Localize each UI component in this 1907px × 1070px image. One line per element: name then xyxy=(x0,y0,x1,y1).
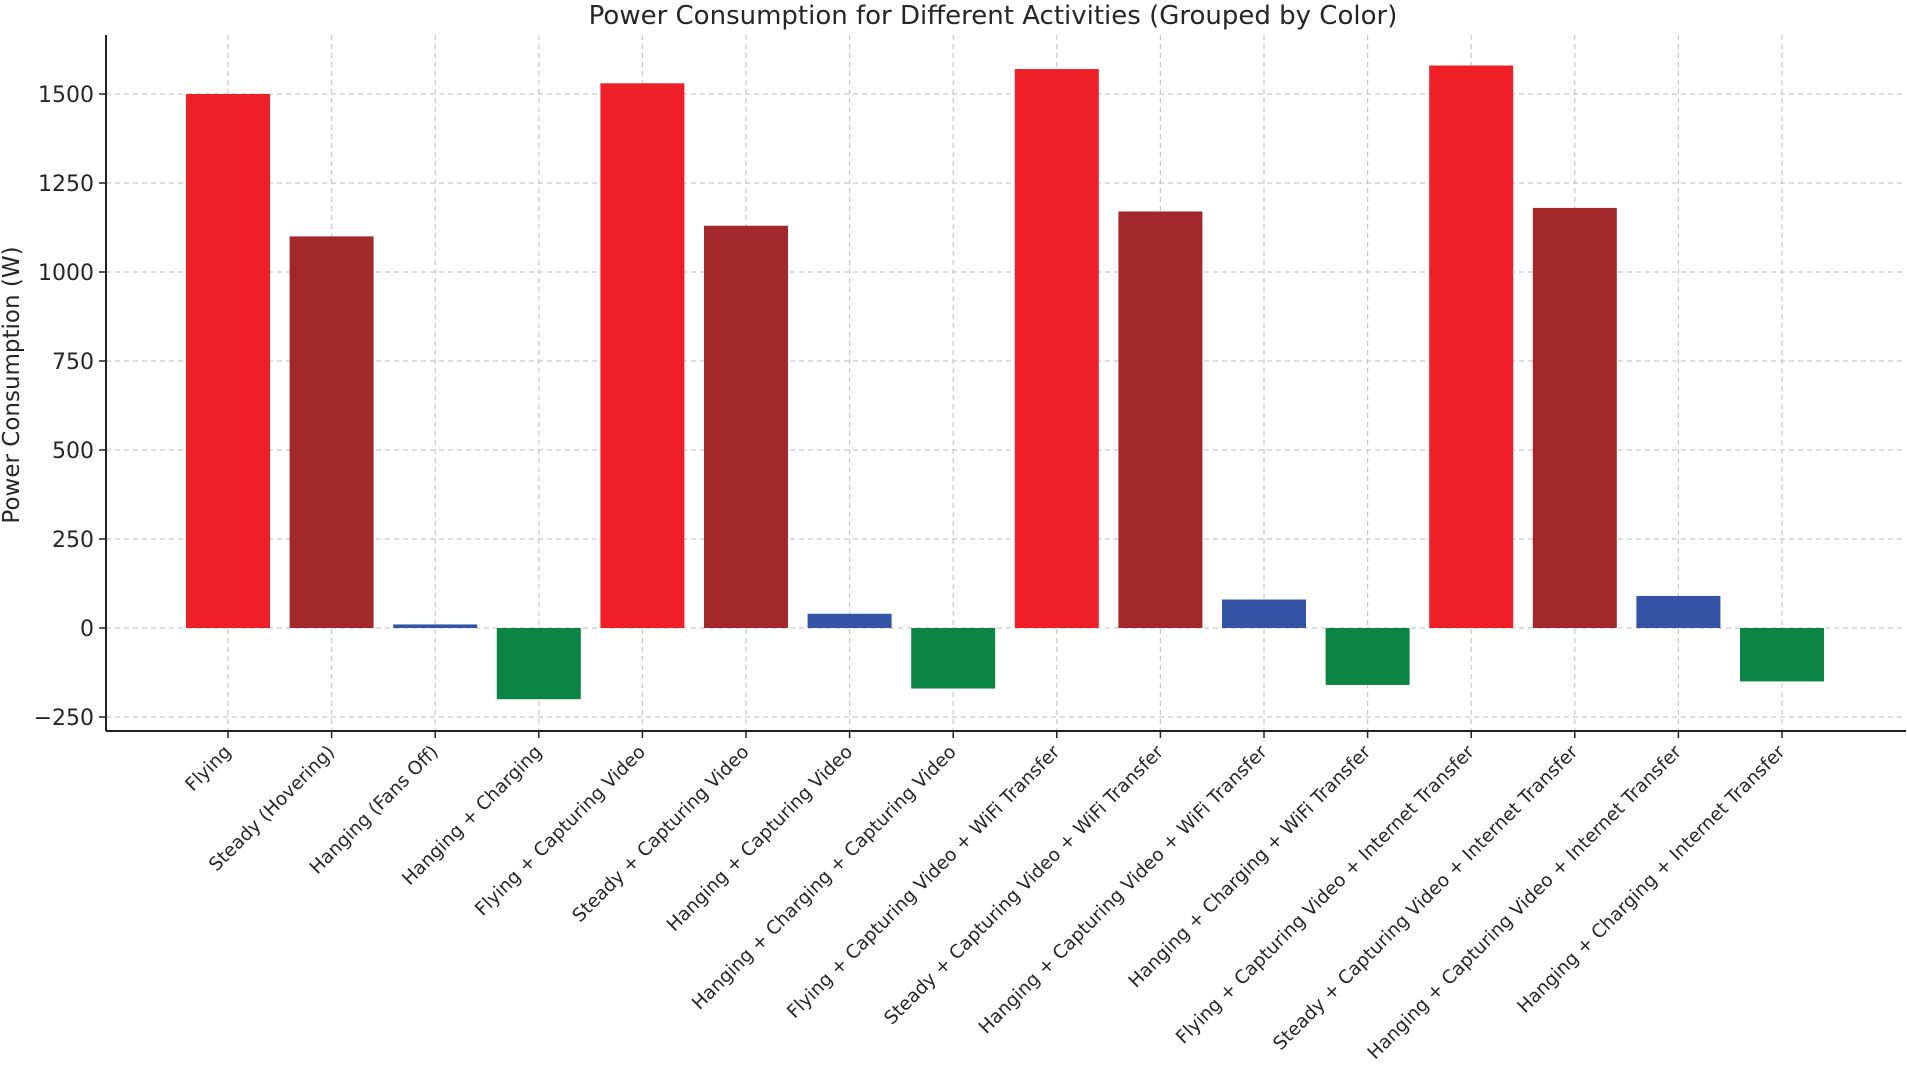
bar xyxy=(186,94,270,628)
y-tick-label: 1500 xyxy=(38,83,94,108)
y-tick-label: −250 xyxy=(34,706,94,731)
y-tick-label: 1250 xyxy=(38,172,94,197)
bar xyxy=(807,613,892,628)
y-axis-label: Power Consumption (W) xyxy=(0,246,25,523)
bar xyxy=(1118,211,1203,629)
bar xyxy=(1014,69,1099,628)
bar xyxy=(1740,628,1824,682)
y-tick-label: 1000 xyxy=(38,261,94,286)
bar xyxy=(1222,599,1306,628)
axes-layer xyxy=(99,35,1906,738)
bar xyxy=(600,83,685,628)
bar xyxy=(704,225,788,628)
y-tick-label: 250 xyxy=(52,528,94,553)
y-tick-label: 500 xyxy=(52,439,94,464)
chart-title: Power Consumption for Different Activiti… xyxy=(589,1,1398,31)
y-tick-label: 750 xyxy=(52,350,94,375)
grid-layer xyxy=(106,35,1906,731)
bar xyxy=(393,624,478,628)
y-tick-label: 0 xyxy=(80,617,94,642)
bar xyxy=(911,628,996,689)
x-tick-label: Hanging + Capturing Video xyxy=(663,742,857,936)
x-tick-label: Flying + Capturing Video xyxy=(471,742,650,921)
bars-layer xyxy=(186,65,1824,700)
bar xyxy=(1636,595,1721,628)
x-tick-label: Flying xyxy=(182,742,236,796)
bar xyxy=(289,236,374,628)
bar xyxy=(1325,628,1410,685)
bar xyxy=(496,628,581,700)
y-tick-labels: −250 0 250 500 750 1000 1250 1500 xyxy=(34,83,94,731)
bar xyxy=(1429,65,1514,628)
x-tick-label: Steady + Capturing Video xyxy=(569,742,754,927)
bar xyxy=(1532,207,1617,629)
